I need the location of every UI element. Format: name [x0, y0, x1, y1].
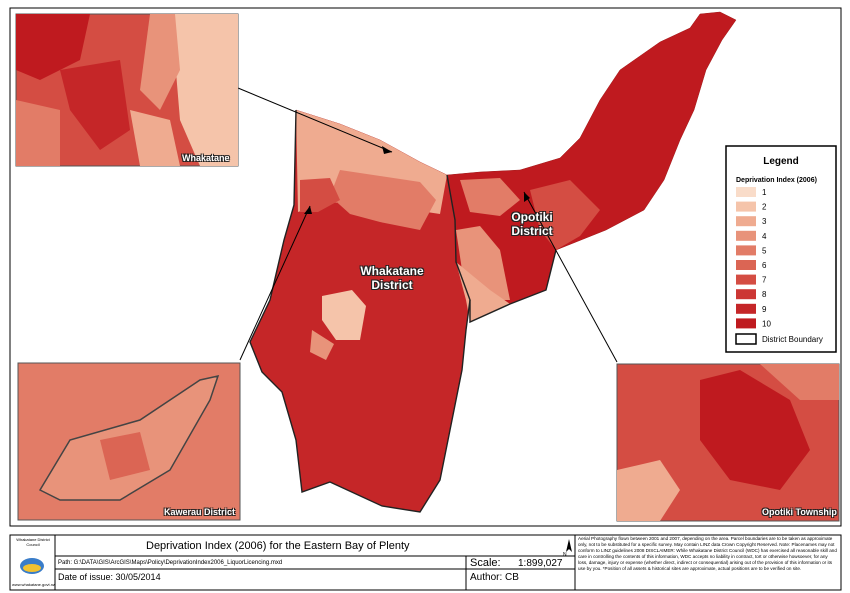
issue-date: Date of issue: 30/05/2014 [58, 572, 161, 582]
legend-swatch [736, 245, 756, 256]
opotiki-area [530, 180, 600, 250]
scale: 1:899,027 [518, 558, 563, 569]
coastal-area [300, 178, 340, 212]
legend-label: 4 [762, 232, 767, 241]
legend-label: 9 [762, 305, 767, 314]
file-path: Path: G:\DATA\GIS\ArcGIS\Maps\Policy\Dep… [58, 560, 283, 566]
legend-label: 2 [762, 203, 767, 212]
map-title: Deprivation Index (2006) for the Eastern… [146, 540, 410, 552]
disclaimer: Aerial Photography flown between 2001 an… [578, 536, 837, 571]
inland-area [322, 290, 366, 340]
legend-swatch [736, 187, 756, 197]
legend: Legend Deprivation Index (2006) District… [725, 145, 837, 353]
opotiki-area [460, 178, 520, 216]
inset-label: Whakatane [182, 153, 230, 163]
inset-area [130, 110, 180, 166]
coastal-area [330, 170, 436, 230]
inset-area [700, 370, 810, 490]
inset-area [170, 14, 238, 166]
inset-label: Kawerau District [164, 507, 236, 517]
map-label: Opotiki District [511, 210, 553, 238]
council-logo [23, 564, 41, 572]
legend-label: 10 [762, 319, 771, 328]
inset-opotiki [616, 363, 840, 522]
council-name: Whakatane District Council [16, 537, 50, 547]
legend-swatch [736, 230, 756, 241]
scale-label: Scale: [470, 557, 501, 569]
inset-area [140, 14, 180, 110]
arrow-head [524, 192, 530, 202]
legend-swatch [736, 318, 756, 329]
inset-area [617, 460, 680, 521]
leader-line [523, 191, 618, 363]
legend-swatch [736, 201, 756, 212]
legend-swatch [736, 274, 756, 285]
inset-area [100, 432, 150, 480]
district-boundary [469, 249, 557, 324]
legend-swatch [736, 289, 756, 300]
legend-label: 5 [762, 246, 767, 255]
legend-swatch [736, 216, 756, 227]
legend-label: 3 [762, 217, 767, 226]
author: Author: CB [470, 572, 519, 583]
inland-area [310, 330, 334, 360]
inset-label: Opotiki Township [762, 507, 837, 517]
inset-area [16, 100, 60, 166]
inset-whakatane [15, 13, 239, 167]
legend-label: 8 [762, 290, 767, 299]
arrow-head [304, 206, 312, 214]
main-map [249, 11, 737, 513]
inset-area [760, 364, 839, 400]
legend-label: 7 [762, 276, 767, 285]
arrow-head [382, 146, 392, 154]
legend-title: Legend [763, 156, 799, 167]
legend-label: 1 [762, 188, 767, 197]
inset-area [16, 14, 90, 80]
legend-subtitle: Deprivation Index (2006) [736, 177, 817, 184]
map-label: Whakatane District [360, 264, 424, 292]
legend-label: 6 [762, 261, 767, 270]
leader-line [239, 205, 311, 361]
boundary-swatch [735, 333, 757, 345]
legend-swatch [736, 303, 756, 314]
north-label: N [563, 552, 567, 558]
footer-frame [9, 534, 842, 591]
website: www.whakatane.govt.nz [12, 582, 55, 587]
footer [9, 534, 842, 591]
legend-swatch [736, 260, 756, 270]
legend-label: District Boundary [762, 335, 823, 344]
leader-line [237, 87, 393, 153]
inset-kawerau [17, 362, 241, 521]
inset-area [60, 60, 130, 150]
north-arrow [566, 539, 572, 552]
